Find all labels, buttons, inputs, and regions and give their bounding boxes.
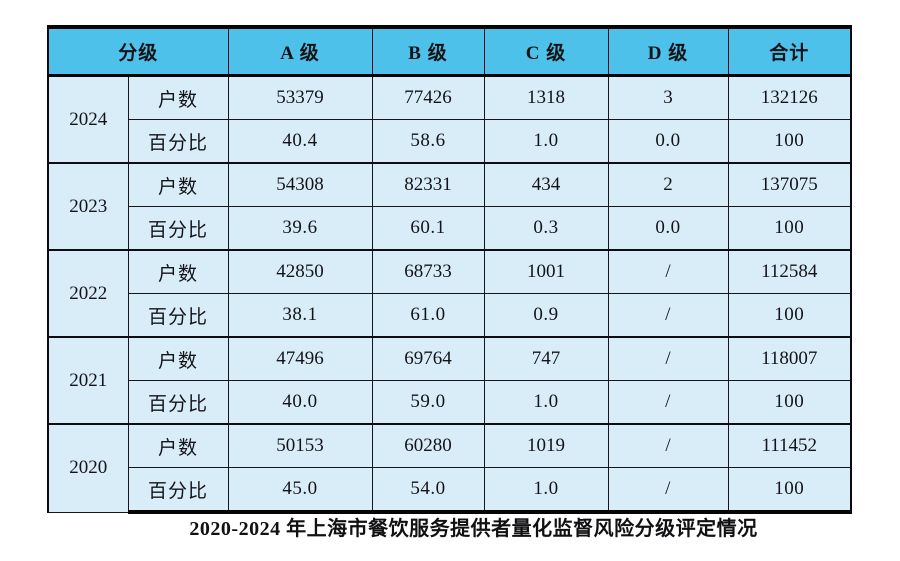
- table-row: 百分比 45.0 54.0 1.0 / 100: [48, 467, 852, 514]
- table-row: 百分比 38.1 61.0 0.9 / 100: [48, 293, 852, 338]
- cell-value: 60280: [371, 423, 485, 468]
- cell-value: 1318: [483, 74, 609, 120]
- cell-value: /: [607, 423, 729, 468]
- cell-value: 137075: [727, 162, 852, 207]
- cell-value: 0.0: [607, 206, 729, 251]
- row-label-households: 户数: [127, 336, 229, 381]
- cell-value: 42850: [227, 249, 373, 294]
- cell-value: /: [607, 380, 729, 425]
- row-label-percentage: 百分比: [127, 293, 229, 338]
- cell-value: 38.1: [227, 293, 373, 338]
- cell-value: 434: [483, 162, 609, 207]
- year-cell: 2022: [47, 249, 129, 338]
- cell-value: 1.0: [483, 467, 609, 514]
- cell-value: 0.3: [483, 206, 609, 251]
- cell-value: 53379: [227, 74, 373, 120]
- cell-value: 112584: [727, 249, 852, 294]
- row-label-households: 户数: [127, 423, 229, 468]
- cell-value: 54.0: [371, 467, 485, 514]
- cell-value: 100: [727, 206, 852, 251]
- cell-value: 60.1: [371, 206, 485, 251]
- year-cell: 2021: [47, 336, 129, 425]
- row-label-households: 户数: [127, 162, 229, 207]
- cell-value: 68733: [371, 249, 485, 294]
- cell-value: 3: [607, 74, 729, 120]
- cell-value: 39.6: [227, 206, 373, 251]
- header-grade-d: D 级: [607, 25, 729, 77]
- table-row: 百分比 39.6 60.1 0.3 0.0 100: [48, 206, 852, 251]
- cell-value: 100: [727, 380, 852, 425]
- cell-value: 2: [607, 162, 729, 207]
- row-label-households: 户数: [127, 249, 229, 294]
- table-row: 2020 户数 50153 60280 1019 / 111452: [47, 423, 852, 513]
- year-cell: 2020: [47, 423, 129, 513]
- table-row: 2024 户数 53379 77426 1318 3 132126: [47, 74, 852, 164]
- cell-value: 58.6: [371, 119, 485, 164]
- cell-value: 0.9: [483, 293, 609, 338]
- cell-value: 1019: [483, 423, 609, 468]
- cell-value: 54308: [227, 162, 373, 207]
- cell-value: 69764: [371, 336, 485, 381]
- row-label-percentage: 百分比: [127, 206, 229, 251]
- header-grade-b: B 级: [371, 25, 485, 77]
- cell-value: 61.0: [371, 293, 485, 338]
- cell-value: 118007: [727, 336, 852, 381]
- cell-value: /: [607, 293, 729, 338]
- cell-value: 747: [483, 336, 609, 381]
- header-grading: 分级: [47, 25, 229, 77]
- header-grade-c: C 级: [483, 25, 609, 77]
- header-total: 合计: [727, 25, 852, 77]
- table-row: 2021 户数 47496 69764 747 / 118007: [47, 336, 852, 425]
- table-caption: 2020-2024 年上海市餐饮服务提供者量化监督风险分级评定情况: [189, 518, 758, 540]
- cell-value: 111452: [727, 423, 852, 468]
- cell-value: 50153: [227, 423, 373, 468]
- year-cell: 2023: [47, 162, 129, 251]
- cell-value: 59.0: [371, 380, 485, 425]
- year-cell: 2024: [47, 74, 129, 164]
- cell-value: 82331: [371, 162, 485, 207]
- cell-value: /: [607, 249, 729, 294]
- cell-value: 100: [727, 293, 852, 338]
- cell-value: 100: [727, 467, 852, 514]
- cell-value: 1001: [483, 249, 609, 294]
- cell-value: 0.0: [607, 119, 729, 164]
- cell-value: 40.0: [227, 380, 373, 425]
- table-header-row: 分级 A 级 B 级 C 级 D 级 合计: [47, 25, 852, 77]
- table-row: 2023 户数 54308 82331 434 2 137075: [47, 162, 852, 251]
- row-label-percentage: 百分比: [127, 467, 229, 514]
- cell-value: 100: [727, 119, 852, 164]
- table-row: 百分比 40.0 59.0 1.0 / 100: [48, 380, 852, 425]
- cell-value: 1.0: [483, 380, 609, 425]
- cell-value: /: [607, 336, 729, 381]
- header-grade-a: A 级: [227, 25, 373, 77]
- cell-value: 40.4: [227, 119, 373, 164]
- cell-value: 45.0: [227, 467, 373, 514]
- cell-value: 132126: [727, 74, 852, 120]
- table-row: 2022 户数 42850 68733 1001 / 112584: [47, 249, 852, 338]
- row-label-households: 户数: [127, 74, 229, 120]
- cell-value: 77426: [371, 74, 485, 120]
- row-label-percentage: 百分比: [127, 380, 229, 425]
- cell-value: 1.0: [483, 119, 609, 164]
- row-label-percentage: 百分比: [127, 119, 229, 164]
- risk-grading-table: 分级 A 级 B 级 C 级 D 级 合计 2024 户数 53379 7742…: [47, 25, 853, 514]
- cell-value: /: [607, 467, 729, 514]
- table-row: 百分比 40.4 58.6 1.0 0.0 100: [48, 119, 852, 164]
- cell-value: 47496: [227, 336, 373, 381]
